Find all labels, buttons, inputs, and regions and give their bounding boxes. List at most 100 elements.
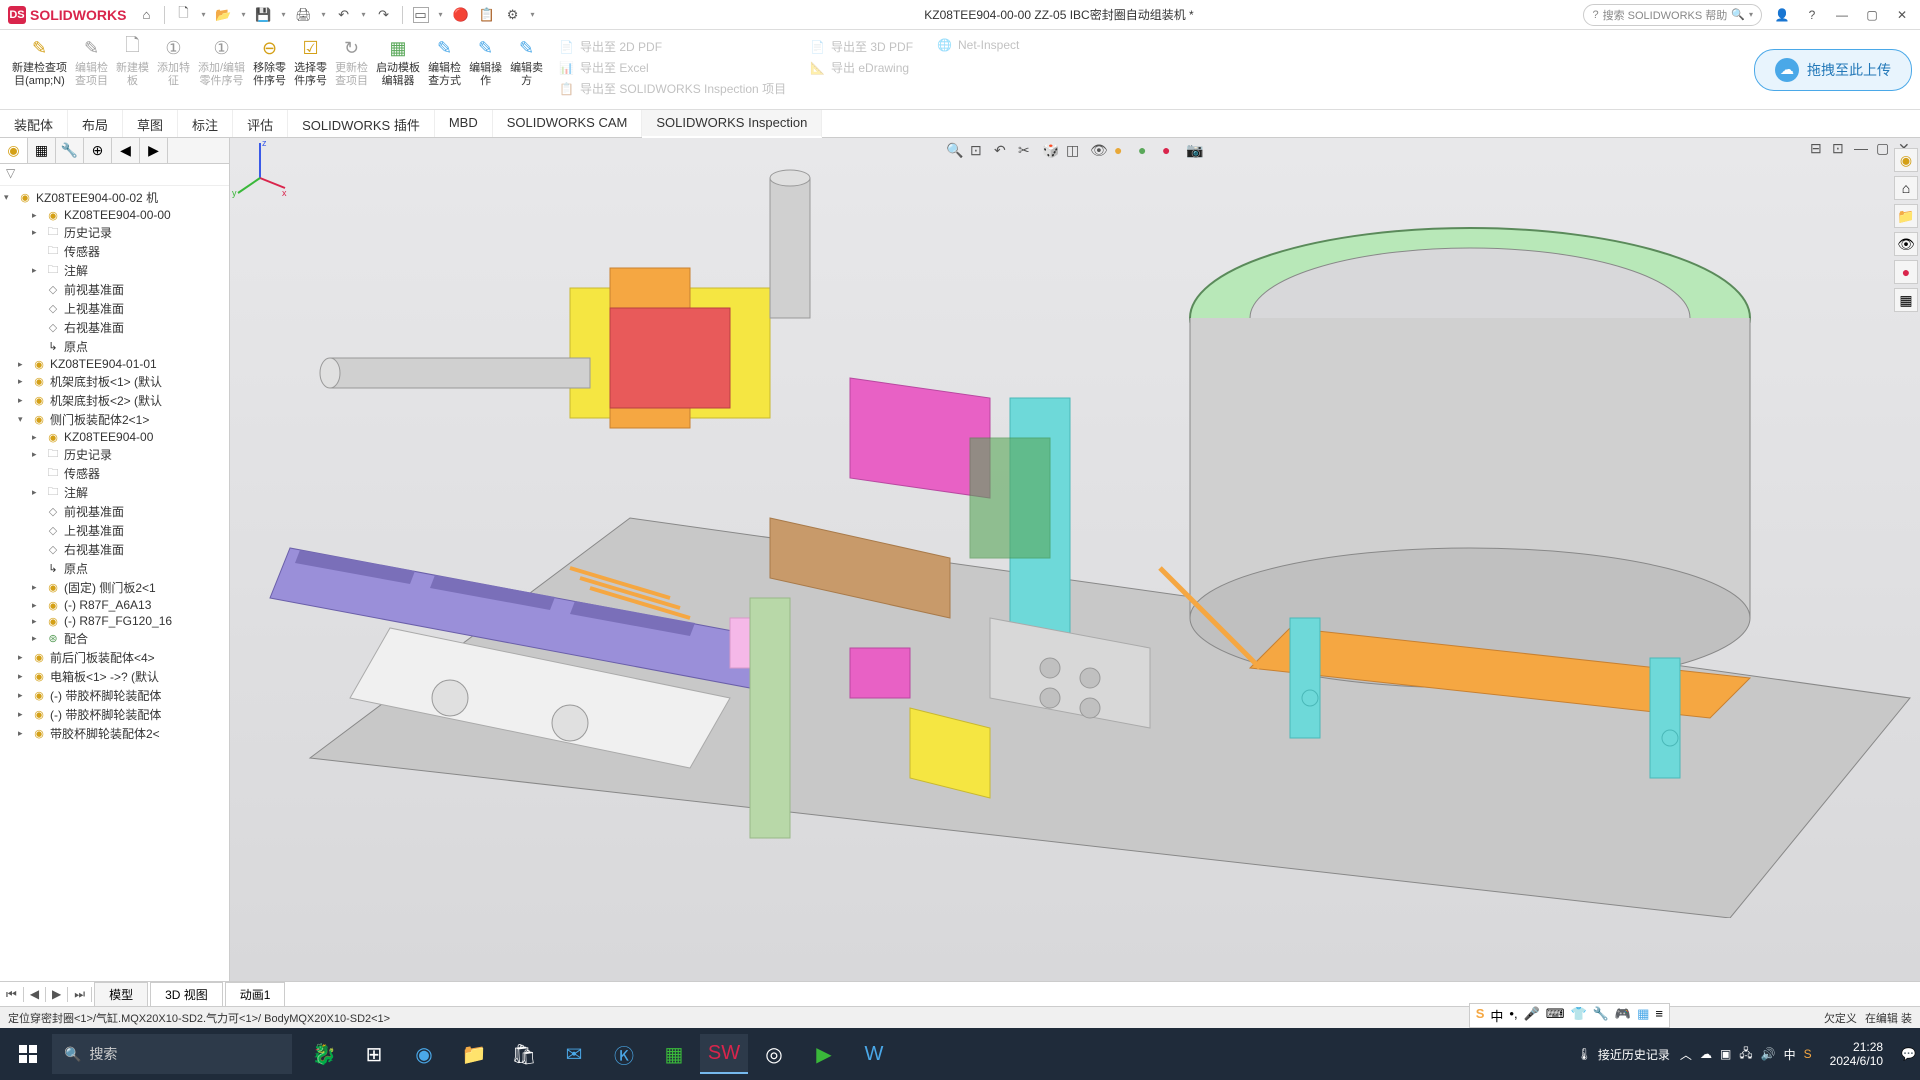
tree-tab-prev[interactable]: ◀ [112,138,140,163]
ime-grid-icon[interactable]: ▦ [1637,1006,1649,1025]
tb-store-icon[interactable]: 🛍 [500,1034,548,1074]
bottom-tab-0[interactable]: 模型 [94,982,148,1006]
tab-标注[interactable]: 标注 [178,110,233,137]
tree-item[interactable]: ▸◉(-) R87F_A6A13 [0,597,229,613]
new-inspection-button[interactable]: ✎ 新建检查项 目(amp;N) [8,34,71,105]
new-icon[interactable]: 🗋 [175,7,191,23]
tab-solidworks-inspection[interactable]: SOLIDWORKS Inspection [642,110,822,138]
render-icon[interactable]: 📷 [1186,142,1204,160]
view-settings-icon[interactable]: ● [1162,142,1180,160]
tree-item[interactable]: ↳原点 [0,559,229,578]
tree-item[interactable]: ◇右视基准面 [0,318,229,337]
print-icon[interactable]: 🖨 [296,7,312,23]
tb-edge-icon[interactable]: ◉ [400,1034,448,1074]
tab-草图[interactable]: 草图 [123,110,178,137]
tab-评估[interactable]: 评估 [233,110,288,137]
redo-icon[interactable]: ↷ [376,7,392,23]
tree-item[interactable]: ◇前视基准面 [0,280,229,299]
tab-mbd[interactable]: MBD [435,110,493,137]
tree-item[interactable]: ▸🗀注解 [0,261,229,280]
tree-item[interactable]: ▸🗀历史记录 [0,445,229,464]
scroll-last[interactable]: ⏭ [68,987,92,1002]
rt-resources-icon[interactable]: ◉ [1894,148,1918,172]
tree-item[interactable]: ▸◉机架底封板<2> (默认 [0,391,229,410]
view-orient-icon[interactable]: 🎲 [1042,142,1060,160]
zoom-area-icon[interactable]: ⊡ [970,142,988,160]
tree-item[interactable]: ▸◉KZ08TEE904-00-00 [0,207,229,223]
tree-tab-display[interactable]: ⊕ [84,138,112,163]
tab-布局[interactable]: 布局 [68,110,123,137]
tb-word-icon[interactable]: W [850,1034,898,1074]
tree-item[interactable]: ▸◉带胶杯脚轮装配体2< [0,724,229,743]
tab-solidworks-插件[interactable]: SOLIDWORKS 插件 [288,110,435,137]
scroll-first[interactable]: ⏮ [0,987,24,1002]
settings-icon[interactable]: ⚙ [505,7,521,23]
start-button[interactable] [4,1034,52,1074]
tree-item[interactable]: 🗀传感器 [0,242,229,261]
tree-item[interactable]: ◇上视基准面 [0,299,229,318]
undo-icon[interactable]: ↶ [336,7,352,23]
tree-tab-feature[interactable]: ◉ [0,138,28,163]
taskbar-clock[interactable]: 21:28 2024/6/10 [1822,1040,1891,1069]
ime-sogou-icon[interactable]: S [1476,1006,1485,1025]
tb-app1-icon[interactable]: ◎ [750,1034,798,1074]
tray-sogou-icon[interactable]: S [1804,1047,1812,1061]
minimize-icon[interactable]: — [1832,5,1852,25]
select-icon[interactable]: ▭ [413,7,429,23]
ime-game-icon[interactable]: 🎮 [1615,1006,1631,1025]
select-part-button[interactable]: ☑ 选择零 件序号 [290,34,331,105]
ime-skin-icon[interactable]: 👕 [1571,1006,1587,1025]
tray-cloud-icon[interactable]: ☁ [1700,1047,1712,1061]
tree-item[interactable]: ◇上视基准面 [0,521,229,540]
tb-explorer-icon[interactable]: 📁 [450,1034,498,1074]
tree-item[interactable]: ◇前视基准面 [0,502,229,521]
maximize-icon[interactable]: ▢ [1862,5,1882,25]
section-view-icon[interactable]: ✂ [1018,142,1036,160]
remove-part-button[interactable]: ⊖ 移除零 件序号 [249,34,290,105]
tray-app-icon[interactable]: ▣ [1720,1047,1731,1061]
prev-view-icon[interactable]: ↶ [994,142,1012,160]
rebuild-icon[interactable]: 🔴 [453,7,469,23]
tray-chevron-icon[interactable]: ︿ [1680,1046,1692,1063]
tree-tab-config[interactable]: 🔧 [56,138,84,163]
taskbar-weather[interactable]: 🌡 接近历史记录 [1577,1046,1670,1063]
tb-kugou-icon[interactable]: Ⓚ [600,1034,648,1074]
tray-volume-icon[interactable]: 🔊 [1761,1047,1776,1061]
scroll-prev[interactable]: ◀ [24,987,46,1002]
taskbar-search[interactable]: 🔍 搜索 [52,1034,292,1074]
ime-voice-icon[interactable]: 🎤 [1524,1006,1540,1025]
tree-item[interactable]: ◇右视基准面 [0,540,229,559]
tray-network-icon[interactable]: 🖧 [1739,1044,1752,1065]
apply-scene-icon[interactable]: ● [1138,142,1156,160]
edit-operation-button[interactable]: ✎ 编辑操 作 [465,34,506,105]
help-search[interactable]: ? 搜索 SOLIDWORKS 帮助 🔍▾ [1583,4,1762,26]
tree-root[interactable]: ▾ ◉ KZ08TEE904-00-02 机 [0,188,229,207]
tb-media-icon[interactable]: ▶ [800,1034,848,1074]
tree-item[interactable]: ▸◉KZ08TEE904-01-01 [0,356,229,372]
launch-template-button[interactable]: ▦ 启动模板 编辑器 [372,34,424,105]
3d-viewport[interactable]: 🔍 ⊡ ↶ ✂ 🎲 ◫ 👁 ● ● ● 📷 ⊟ ⊡ — ▢ ✕ [230,138,1920,981]
scroll-next[interactable]: ▶ [46,987,68,1002]
bottom-tab-2[interactable]: 动画1 [225,982,286,1006]
close-icon[interactable]: ✕ [1892,5,1912,25]
tree-item[interactable]: ▸◉前后门板装配体<4> [0,648,229,667]
edit-appearance-icon[interactable]: ● [1114,142,1132,160]
tree-item[interactable]: ▸🗀注解 [0,483,229,502]
bottom-tab-1[interactable]: 3D 视图 [150,982,223,1006]
tree-item[interactable]: ▸◉(固定) 侧门板2<1 [0,578,229,597]
user-icon[interactable]: 👤 [1772,5,1792,25]
tree-item[interactable]: ▸◉KZ08TEE904-00 [0,429,229,445]
tb-taskview-icon[interactable]: ⊞ [350,1034,398,1074]
tree-item[interactable]: ▸◉(-) 带胶杯脚轮装配体 [0,705,229,724]
rt-home-icon[interactable]: ⌂ [1894,176,1918,200]
ime-menu-icon[interactable]: ≡ [1655,1006,1663,1025]
tb-dragon-icon[interactable]: 🐉 [300,1034,348,1074]
tab-装配体[interactable]: 装配体 [0,110,68,137]
tree-item[interactable]: ▸◉机架底封板<1> (默认 [0,372,229,391]
save-icon[interactable]: 💾 [255,7,271,23]
rt-custom-icon[interactable]: ▦ [1894,288,1918,312]
edit-vendor-button[interactable]: ✎ 编辑卖 方 [506,34,547,105]
ime-lang[interactable]: 中 [1490,1006,1503,1025]
display-style-icon[interactable]: ◫ [1066,142,1084,160]
tree-item[interactable]: ▸◉(-) R87F_FG120_16 [0,613,229,629]
